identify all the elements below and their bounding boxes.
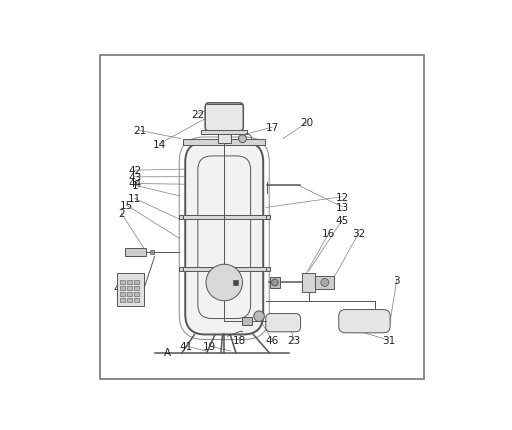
Text: 46: 46 — [266, 335, 279, 345]
Text: 21: 21 — [133, 126, 146, 136]
Text: 20: 20 — [301, 118, 314, 128]
Bar — [270, 277, 280, 289]
Bar — [134, 281, 139, 285]
Circle shape — [206, 264, 243, 301]
Circle shape — [321, 279, 329, 287]
Bar — [120, 287, 125, 291]
Text: 11: 11 — [128, 194, 141, 204]
Bar — [117, 273, 143, 307]
Bar — [232, 280, 238, 286]
Bar — [120, 293, 125, 297]
Bar — [315, 276, 334, 289]
Text: 44: 44 — [128, 179, 141, 189]
Bar — [127, 287, 132, 291]
Bar — [266, 268, 270, 271]
Bar — [182, 215, 267, 219]
Bar — [201, 131, 247, 135]
Text: 12: 12 — [335, 192, 349, 202]
Text: 32: 32 — [352, 229, 365, 239]
Bar — [179, 216, 183, 219]
Bar — [179, 268, 183, 271]
Bar — [134, 293, 139, 297]
Text: 15: 15 — [120, 200, 133, 211]
Text: 41: 41 — [179, 341, 193, 351]
Text: 14: 14 — [153, 139, 166, 149]
Bar — [134, 298, 139, 303]
Text: 4: 4 — [114, 283, 120, 293]
Bar — [127, 293, 132, 297]
Circle shape — [239, 135, 246, 143]
Bar — [127, 298, 132, 303]
Bar — [150, 250, 154, 254]
Text: 18: 18 — [232, 335, 246, 345]
Bar — [134, 287, 139, 291]
Text: 2: 2 — [118, 209, 124, 219]
FancyBboxPatch shape — [185, 143, 263, 335]
FancyBboxPatch shape — [339, 310, 390, 333]
Text: 23: 23 — [287, 335, 301, 345]
Bar — [266, 216, 270, 219]
Text: 22: 22 — [191, 110, 204, 120]
Bar — [120, 298, 125, 303]
Circle shape — [254, 311, 264, 322]
Bar — [120, 281, 125, 285]
Text: 16: 16 — [322, 229, 335, 239]
Bar — [125, 248, 146, 256]
Bar — [218, 130, 231, 143]
FancyBboxPatch shape — [205, 104, 243, 132]
Text: A: A — [164, 347, 172, 357]
Circle shape — [271, 280, 278, 286]
Text: 17: 17 — [266, 123, 279, 133]
Bar — [302, 273, 315, 293]
Text: 45: 45 — [335, 215, 349, 225]
Bar — [182, 267, 267, 271]
Bar — [243, 317, 252, 326]
Text: 1: 1 — [131, 181, 138, 190]
Text: 31: 31 — [382, 335, 395, 345]
Text: 13: 13 — [335, 202, 349, 212]
Text: 19: 19 — [203, 341, 216, 351]
FancyBboxPatch shape — [266, 314, 301, 332]
Bar — [183, 140, 265, 145]
Text: 43: 43 — [128, 172, 141, 182]
Bar — [127, 281, 132, 285]
Text: 3: 3 — [394, 275, 400, 285]
Text: 42: 42 — [128, 166, 141, 176]
